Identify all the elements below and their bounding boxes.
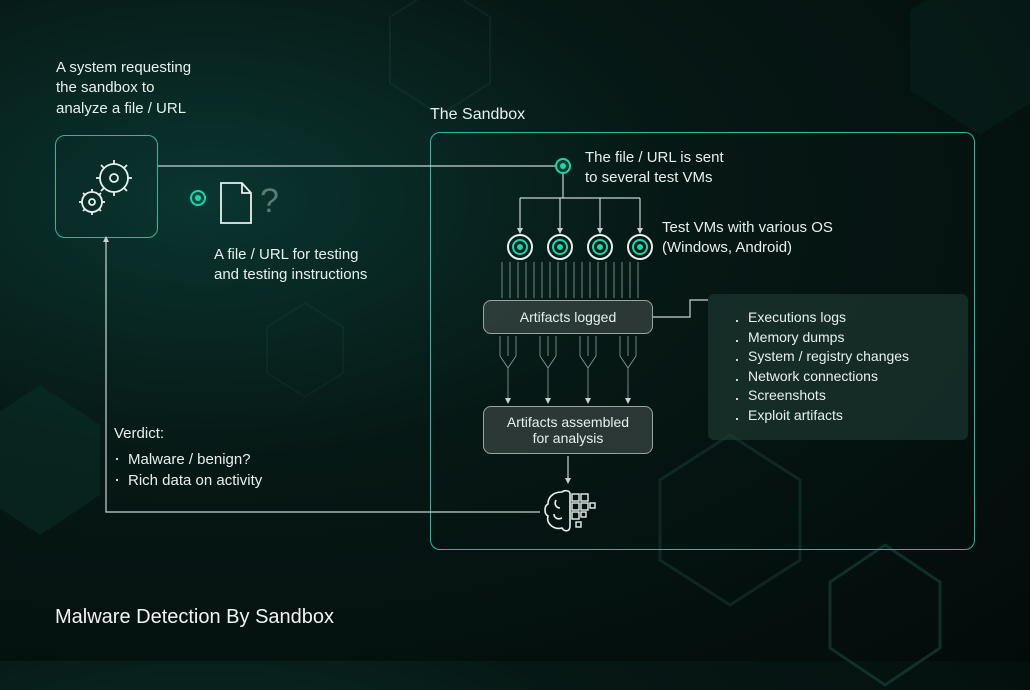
file-icon: ? [218,180,254,231]
gears-icon [72,152,142,222]
accent-dot [190,190,206,206]
vms-text: Test VMs with various OS (Windows, Andro… [662,218,833,259]
list-item: Network connections [748,367,950,387]
list-item: Exploit artifacts [748,406,950,426]
vm-node [587,234,613,260]
list-item: System / registry changes [748,347,950,367]
verdict-heading: Verdict: [114,424,262,444]
list-item: Executions logs [748,308,950,328]
page-title: Malware Detection By Sandbox [55,606,334,629]
request-heading: A system requesting the sandbox to analy… [56,58,191,119]
list-item: Rich data on activity [114,469,262,490]
vm-node [627,234,653,260]
sent-text: The file / URL is sent to several test V… [585,148,724,189]
list-item: Screenshots [748,386,950,406]
sandbox-label: The Sandbox [430,104,525,126]
vm-node [547,234,573,260]
artifacts-panel: Executions logs Memory dumps System / re… [708,294,968,440]
logged-pill: Artifacts logged [483,300,653,334]
vm-node [507,234,533,260]
artifacts-list: Executions logs Memory dumps System / re… [748,308,950,426]
verdict-block: Verdict: Malware / benign? Rich data on … [114,424,262,490]
list-item: Malware / benign? [114,448,262,469]
list-item: Memory dumps [748,328,950,348]
assembled-pill: Artifacts assembled for analysis [483,406,653,454]
question-mark: ? [260,182,279,221]
system-box [55,135,158,238]
sandbox-entry-dot [555,158,571,174]
brain-icon [542,486,598,541]
file-text: A file / URL for testing and testing ins… [214,245,367,286]
